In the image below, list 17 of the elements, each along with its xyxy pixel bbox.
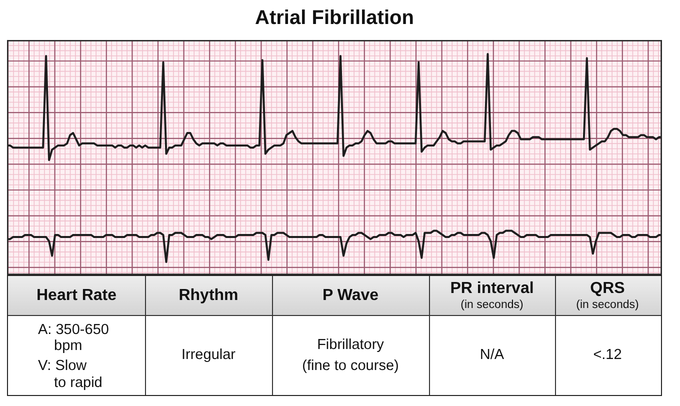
text: bpm — [54, 338, 82, 354]
text: A: 350-650 — [38, 322, 109, 338]
text: Fibrillatory — [316, 336, 385, 354]
chart-title: Atrial Fibrillation — [254, 6, 415, 31]
text: V: Slow — [38, 358, 87, 374]
text: QRS — [589, 280, 626, 298]
text: (fine to course) — [301, 358, 400, 374]
text: Irregular — [180, 346, 236, 364]
text: PR interval — [449, 280, 535, 298]
text: N/A — [478, 346, 506, 364]
text: Heart Rate — [35, 287, 118, 305]
text: <.12 — [592, 346, 623, 364]
text: (in seconds) — [460, 299, 524, 312]
text: to rapid — [54, 374, 102, 392]
text: (in seconds) — [575, 299, 640, 312]
text: P Wave — [321, 287, 380, 305]
text: Rhythm — [178, 287, 240, 305]
